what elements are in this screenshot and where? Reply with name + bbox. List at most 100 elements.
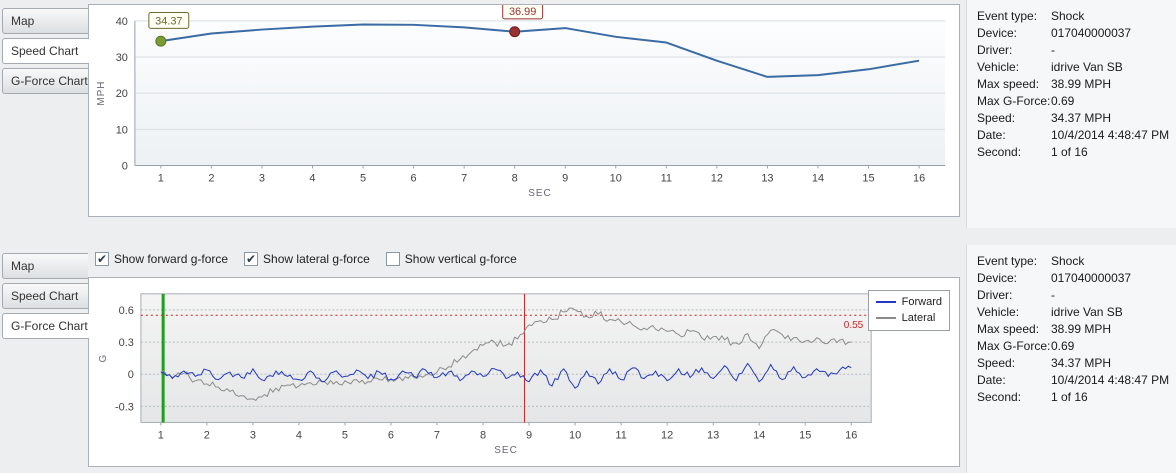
info-label: Speed:: [977, 111, 1016, 125]
info-label: Second:: [977, 390, 1022, 404]
info-row-driver: Driver: -: [977, 42, 1172, 59]
speed-marker-callout: [502, 5, 544, 20]
x-tick-label: 13: [707, 429, 719, 441]
x-tick-label: 11: [661, 172, 672, 184]
legend-label: Lateral: [901, 312, 936, 324]
info-value: -: [1051, 288, 1055, 302]
x-tick-label: 3: [250, 429, 256, 441]
gforce-panel-tabs: Map Speed Chart G-Force Chart: [2, 253, 89, 343]
tab-map[interactable]: Map: [2, 253, 88, 279]
y-tick-label: 40: [116, 16, 128, 28]
info-value: 10/4/2014 4:48:47 PM: [1051, 128, 1170, 142]
x-axis-label: SEC: [494, 445, 518, 456]
info-label: Date:: [977, 128, 1006, 142]
y-axis-label: MPH: [96, 81, 107, 106]
series-lateral: [160, 307, 852, 402]
info-label: Max speed:: [977, 77, 1040, 91]
info-value: 0.69: [1051, 339, 1075, 353]
x-tick-label: 15: [799, 429, 811, 441]
tab-speed-chart[interactable]: Speed Chart: [2, 283, 88, 309]
checkbox-label: Show vertical g-force: [404, 252, 517, 266]
gforce-options-row: ✔ Show forward g-force ✔ Show lateral g-for…: [95, 252, 517, 266]
x-tick-label: 4: [296, 429, 302, 441]
gforce-legend: Forward Lateral: [867, 290, 950, 331]
x-tick-label: 15: [862, 172, 874, 184]
info-row-max-g-force: Max G-Force:0.69: [977, 93, 1172, 110]
x-tick-label: 3: [259, 172, 265, 184]
checked-checkbox-icon[interactable]: ✔: [244, 252, 259, 266]
info-label: Date:: [977, 373, 1006, 387]
checkbox-label: Show lateral g-force: [263, 252, 370, 266]
info-row-max-g-force: Max G-Force:0.69: [977, 338, 1172, 355]
info-value: 1 of 16: [1051, 145, 1088, 159]
speed-marker-value: 36.99: [509, 6, 536, 18]
info-label: Event type:: [977, 9, 1038, 23]
info-value: 38.99 MPH: [1051, 322, 1112, 336]
info-value: -: [1051, 43, 1055, 57]
info-row-vehicle: Vehicle: idrive Van SB: [977, 59, 1172, 76]
x-tick-label: 2: [204, 429, 210, 441]
tab-g-force-chart[interactable]: G-Force Chart: [2, 313, 89, 339]
y-axis-label: G: [98, 354, 109, 363]
legend-line-icon: [875, 301, 896, 303]
legend-item-forward: Forward: [875, 294, 942, 310]
tab-map[interactable]: Map: [2, 8, 88, 34]
x-tick-label: 13: [761, 172, 773, 184]
x-tick-label: 1: [158, 429, 164, 441]
info-label: Event type:: [977, 254, 1038, 268]
checkbox-show-forward-g-force[interactable]: ✔ Show forward g-force: [95, 252, 228, 266]
info-value: 0.69: [1051, 94, 1075, 108]
info-label: Device:: [977, 271, 1018, 285]
speed-marker-1[interactable]: [509, 26, 521, 38]
unchecked-checkbox-icon[interactable]: [385, 252, 400, 266]
x-tick-label: 6: [411, 172, 417, 184]
speed-line: [160, 23, 920, 78]
x-tick-label: 12: [661, 429, 673, 441]
info-value: Shock: [1051, 254, 1085, 268]
info-row-second: Second: 1 of 16: [977, 389, 1172, 406]
x-tick-label: 9: [526, 429, 532, 441]
speed-panel-tabs: Map Speed Chart G-Force Chart: [2, 8, 89, 98]
checked-checkbox-icon[interactable]: ✔: [95, 252, 109, 266]
speed-marker-callout: [148, 11, 190, 29]
tab-speed-chart[interactable]: Speed Chart: [2, 38, 89, 64]
tab-g-force-chart[interactable]: G-Force Chart: [2, 68, 88, 94]
x-tick-label: 6: [388, 429, 394, 441]
checkbox-show-lateral-g-force[interactable]: ✔ Show lateral g-force: [244, 252, 370, 266]
info-row-event-type: Event type: Shock: [977, 8, 1172, 25]
x-tick-label: 11: [615, 429, 626, 441]
gforce-chart-panel: Map Speed Chart G-Force Chart ✔ Show forwar…: [0, 245, 1176, 473]
info-row-vehicle: Vehicle: idrive Van SB: [977, 304, 1172, 321]
info-label: Speed:: [977, 356, 1016, 370]
y-tick-label: 0: [128, 369, 134, 381]
x-tick-label: 12: [711, 172, 723, 184]
speed-marker-value: 34.37: [155, 15, 182, 27]
legend-label: Forward: [901, 296, 942, 308]
info-value: idrive Van SB: [1051, 305, 1123, 319]
legend-line-icon: [875, 317, 896, 319]
info-value: 34.37 MPH: [1051, 111, 1112, 125]
checkbox-label: Show forward g-force: [114, 252, 229, 266]
y-tick-label: 20: [116, 88, 128, 100]
info-label: Max G-Force:: [977, 94, 1051, 108]
x-tick-label: 9: [562, 172, 568, 184]
info-row-speed: Speed: 34.37 MPH: [977, 355, 1172, 372]
info-row-date: Date: 10/4/2014 4:48:47 PM: [977, 127, 1172, 144]
x-axis-label: SEC: [528, 188, 552, 199]
checkbox-show-vertical-g-force[interactable]: Show vertical g-force: [385, 252, 517, 266]
info-row-device: Device: 017040000037: [977, 25, 1172, 42]
gforce-plot-area: [140, 293, 872, 423]
x-tick-label: 7: [434, 429, 440, 441]
x-tick-label: 16: [845, 429, 857, 441]
info-row-speed: Speed: 34.37 MPH: [977, 110, 1172, 127]
info-value: 1 of 16: [1051, 390, 1088, 404]
info-row-max-speed: Max speed: 38.99 MPH: [977, 76, 1172, 93]
info-label: Second:: [977, 145, 1022, 159]
x-tick-label: 10: [610, 172, 622, 184]
y-tick-label: 0: [122, 160, 128, 172]
x-tick-label: 1: [158, 172, 164, 184]
info-label: Driver:: [977, 43, 1013, 57]
info-row-event-type: Event type: Shock: [977, 253, 1172, 270]
speed-marker-0[interactable]: [155, 35, 167, 47]
